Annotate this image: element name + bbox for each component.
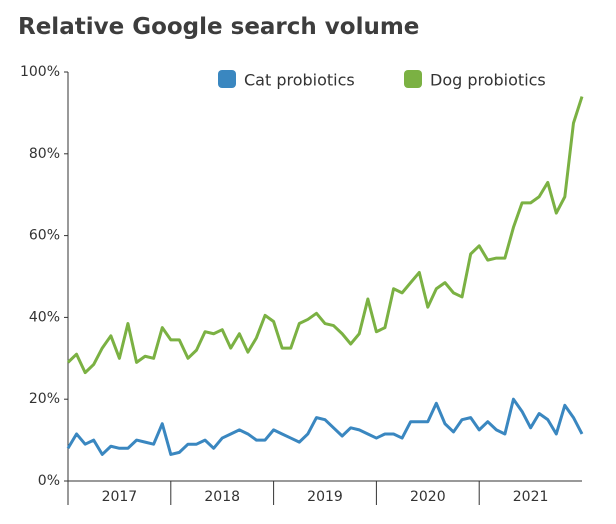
x-tick-label: 2021 (513, 489, 549, 505)
y-tick-label: 80% (29, 146, 60, 162)
legend-swatch (218, 70, 236, 88)
y-tick-label: 20% (29, 391, 60, 407)
series-line (66, 397, 584, 456)
legend-label: Cat probiotics (244, 71, 355, 90)
legend-label: Dog probiotics (430, 71, 546, 90)
y-tick-label: 40% (29, 309, 60, 325)
x-tick-label: 2019 (307, 489, 343, 505)
y-tick-label: 100% (20, 64, 60, 80)
x-tick-label: 2020 (410, 489, 446, 505)
y-tick-label: 60% (29, 228, 60, 244)
y-tick-label: 0% (38, 473, 60, 489)
legend-swatch (404, 70, 422, 88)
x-tick-label: 2017 (102, 489, 138, 505)
chart-title: Relative Google search volume (18, 14, 419, 40)
series-line (66, 96, 584, 375)
x-tick-label: 2018 (204, 489, 240, 505)
